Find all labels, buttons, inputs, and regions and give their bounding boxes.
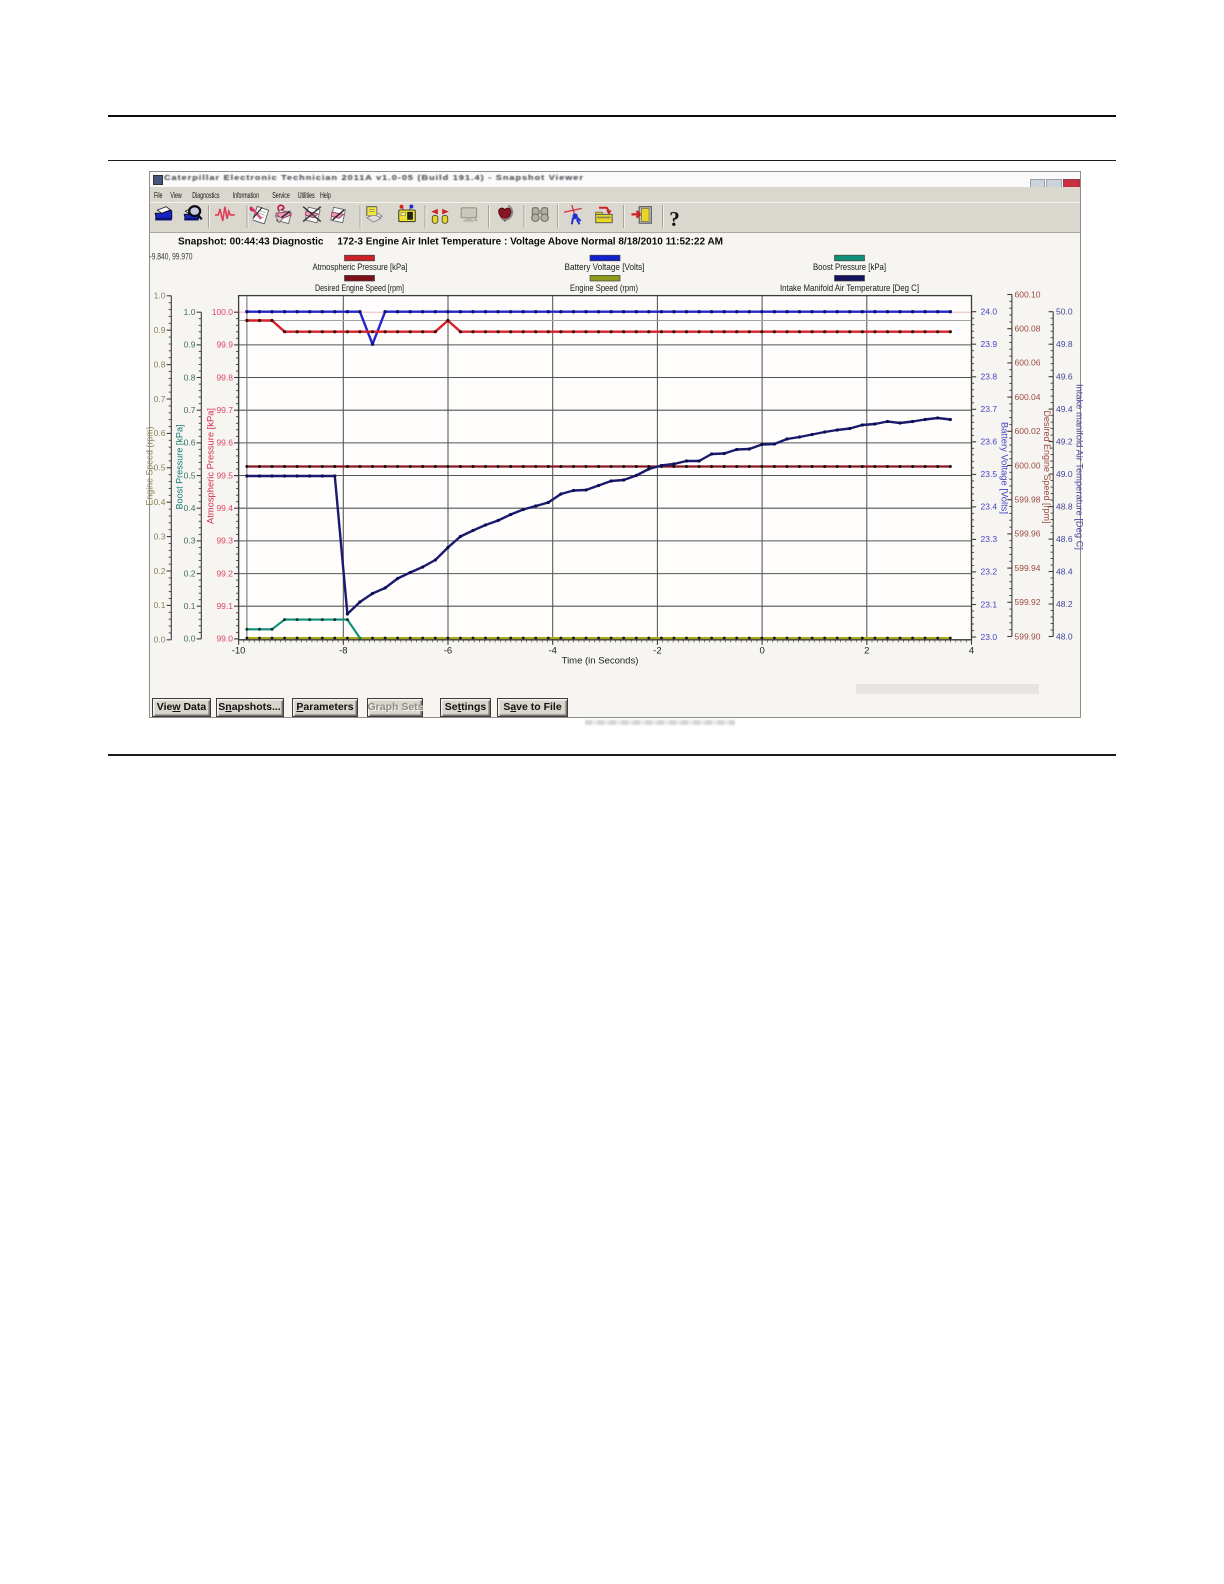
- svg-text:-6: -6: [444, 645, 452, 656]
- svg-text:24.0: 24.0: [981, 307, 998, 317]
- svg-text:0.2: 0.2: [154, 566, 166, 576]
- svg-text:23.0: 23.0: [981, 632, 998, 642]
- svg-text:99.8: 99.8: [216, 372, 233, 382]
- svg-text:0.4: 0.4: [184, 503, 196, 513]
- svg-text:600.06: 600.06: [1015, 358, 1041, 368]
- svg-text:0.4: 0.4: [154, 497, 166, 507]
- svg-text:0.9: 0.9: [184, 340, 196, 350]
- svg-text:23.7: 23.7: [981, 404, 998, 414]
- svg-text:23.9: 23.9: [981, 339, 998, 349]
- svg-text:599.98: 599.98: [1015, 495, 1041, 505]
- svg-text:0.8: 0.8: [184, 372, 196, 382]
- svg-text:1.0: 1.0: [184, 307, 196, 317]
- svg-text:Time (in Seconds): Time (in Seconds): [562, 656, 639, 667]
- svg-text:99.7: 99.7: [216, 405, 233, 415]
- svg-text:-2: -2: [653, 645, 661, 656]
- svg-text:0.0: 0.0: [184, 634, 196, 644]
- svg-text:Intake manifold Air Temperatur: Intake manifold Air Temperature [Deg C]: [1075, 384, 1085, 550]
- svg-text:-4: -4: [548, 645, 556, 656]
- svg-text:600.00: 600.00: [1015, 460, 1041, 470]
- svg-text:99.5: 99.5: [216, 470, 233, 480]
- svg-text:600.10: 600.10: [1015, 289, 1041, 299]
- svg-text:0.1: 0.1: [184, 601, 196, 611]
- svg-text:599.92: 599.92: [1015, 597, 1041, 607]
- svg-text:49.4: 49.4: [1056, 404, 1073, 414]
- svg-text:2: 2: [864, 645, 869, 656]
- svg-text:600.02: 600.02: [1015, 426, 1041, 436]
- svg-text:0.0: 0.0: [154, 635, 166, 645]
- svg-text:0.8: 0.8: [154, 359, 166, 369]
- svg-text:Boost Pressure [kPa]: Boost Pressure [kPa]: [175, 425, 185, 510]
- svg-text:48.0: 48.0: [1056, 631, 1073, 641]
- svg-text:-9.840, 99.970: -9.840, 99.970: [150, 252, 193, 262]
- svg-text:-10: -10: [232, 645, 246, 656]
- svg-text:600.04: 600.04: [1015, 392, 1041, 402]
- svg-text:99.0: 99.0: [216, 634, 233, 644]
- svg-text:23.1: 23.1: [981, 599, 998, 609]
- svg-text:23.3: 23.3: [981, 534, 998, 544]
- svg-text:0.1: 0.1: [154, 600, 166, 610]
- svg-text:0.3: 0.3: [184, 536, 196, 546]
- svg-text:99.9: 99.9: [216, 340, 233, 350]
- svg-text:100.0: 100.0: [212, 307, 234, 317]
- svg-text:48.4: 48.4: [1056, 566, 1073, 576]
- svg-text:0.9: 0.9: [154, 325, 166, 335]
- svg-text:0.7: 0.7: [184, 405, 196, 415]
- svg-text:Atmospheric Pressure [kPa]: Atmospheric Pressure [kPa]: [206, 408, 216, 524]
- svg-text:49.0: 49.0: [1056, 469, 1073, 479]
- svg-text:Desired Engine Speed [rpm]: Desired Engine Speed [rpm]: [315, 283, 404, 293]
- svg-text:0.7: 0.7: [154, 394, 166, 404]
- svg-text:?: ?: [669, 207, 680, 231]
- svg-text:Atmospheric Pressure [kPa]: Atmospheric Pressure [kPa]: [313, 262, 408, 272]
- svg-text:99.3: 99.3: [216, 536, 233, 546]
- svg-text:23.6: 23.6: [981, 437, 998, 447]
- svg-text:4: 4: [969, 645, 974, 656]
- svg-text:50.0: 50.0: [1056, 307, 1073, 317]
- svg-text:Desired Engine Speed [rpm]: Desired Engine Speed [rpm]: [1042, 411, 1052, 524]
- svg-text:1.0: 1.0: [154, 291, 166, 301]
- svg-text:Battery Voltage [Volts]: Battery Voltage [Volts]: [565, 262, 645, 272]
- svg-text:0: 0: [759, 645, 764, 656]
- svg-text:-8: -8: [339, 645, 347, 656]
- svg-text:49.2: 49.2: [1056, 436, 1073, 446]
- svg-text:99.6: 99.6: [216, 438, 233, 448]
- svg-text:23.8: 23.8: [981, 372, 998, 382]
- svg-text:48.6: 48.6: [1056, 534, 1073, 544]
- svg-text:48.8: 48.8: [1056, 501, 1073, 511]
- svg-text:0.2: 0.2: [184, 568, 196, 578]
- svg-text:48.2: 48.2: [1056, 599, 1073, 609]
- svg-text:23.4: 23.4: [981, 502, 998, 512]
- svg-text:Boost Pressure [kPa]: Boost Pressure [kPa]: [813, 262, 886, 272]
- svg-text:99.4: 99.4: [216, 503, 233, 513]
- svg-text:Battery Voltage [Volts]: Battery Voltage [Volts]: [1000, 422, 1010, 514]
- svg-text:Engine Speed (rpm): Engine Speed (rpm): [145, 427, 155, 506]
- svg-text:599.96: 599.96: [1015, 529, 1041, 539]
- svg-text:49.6: 49.6: [1056, 372, 1073, 382]
- svg-text:0.5: 0.5: [184, 470, 196, 480]
- svg-text:0.6: 0.6: [184, 438, 196, 448]
- svg-text:599.90: 599.90: [1015, 631, 1041, 641]
- svg-text:23.2: 23.2: [981, 567, 998, 577]
- svg-text:Snapshot: 00:44:43 Diagnostic: Snapshot: 00:44:43 Diagnostic 172-3 Engi…: [178, 237, 723, 248]
- svg-text:600.08: 600.08: [1015, 324, 1041, 334]
- svg-text:Engine Speed (rpm): Engine Speed (rpm): [570, 283, 638, 293]
- svg-text:49.8: 49.8: [1056, 339, 1073, 349]
- svg-text:Intake Manifold Air Temperatur: Intake Manifold Air Temperature [Deg C]: [780, 283, 919, 293]
- svg-text:0.5: 0.5: [154, 463, 166, 473]
- svg-text:99.1: 99.1: [216, 601, 233, 611]
- svg-text:0.3: 0.3: [154, 531, 166, 541]
- svg-text:599.94: 599.94: [1015, 563, 1041, 573]
- svg-text:0.6: 0.6: [154, 428, 166, 438]
- svg-text:99.2: 99.2: [216, 568, 233, 578]
- svg-text:23.5: 23.5: [981, 469, 998, 479]
